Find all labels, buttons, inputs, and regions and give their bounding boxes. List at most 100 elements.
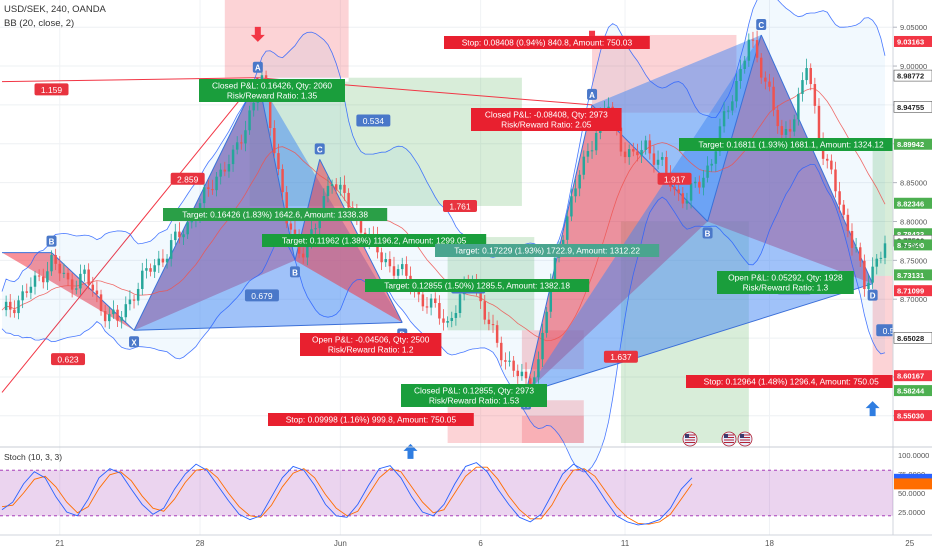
annotation-box (365, 279, 590, 292)
candle-body (124, 304, 128, 318)
candle-body (776, 109, 779, 127)
price-badge-bg (894, 285, 932, 297)
candle (710, 159, 713, 172)
candle-body (685, 200, 689, 204)
target-zone (348, 77, 522, 206)
candle (570, 188, 573, 222)
candle (854, 237, 858, 253)
candle (219, 163, 222, 185)
candle (339, 177, 342, 196)
candle (235, 136, 239, 155)
candle-body (54, 255, 57, 264)
candle-body (689, 183, 693, 201)
candle-body (235, 142, 239, 150)
candle-body (706, 165, 709, 178)
candle (648, 134, 652, 160)
candle (842, 200, 845, 220)
candle-body (347, 192, 350, 208)
candle-body (112, 309, 115, 315)
bb-basis-line (1, 88, 886, 342)
candle (334, 178, 338, 195)
candle-body (330, 184, 334, 186)
point-badge (289, 266, 300, 278)
candle-body (875, 258, 878, 267)
candle-body (549, 279, 553, 312)
candle-body (867, 282, 870, 289)
candle (46, 261, 49, 291)
pattern-point-a: A (587, 88, 598, 100)
candle-body (153, 265, 156, 272)
candle-body (207, 187, 210, 190)
candle (37, 269, 41, 282)
annotation-text: Stop: 0.09998 (1.16%) 999.8, Amount: 750… (286, 415, 457, 425)
candle (792, 114, 796, 137)
candle-body (520, 371, 524, 377)
price-badge: 8.78423 (894, 228, 932, 240)
point-letter: B (49, 238, 55, 247)
stoch-d-line (1, 466, 693, 525)
candle (483, 294, 486, 325)
candle (541, 323, 544, 368)
candle (438, 295, 441, 325)
price-badge-bg (894, 35, 932, 47)
candle-body (743, 60, 746, 70)
candle (149, 263, 152, 277)
price-badge: 8.58244 (894, 385, 932, 397)
pattern-leg (1, 77, 259, 393)
price-badge-label: 8.58244 (897, 387, 925, 396)
candle (652, 145, 656, 173)
annotation-text: Target: 0.16426 (1.83%) 1642.6, Amount: … (182, 210, 368, 220)
candle (784, 121, 788, 142)
ratio-box (170, 172, 205, 185)
candle (797, 87, 800, 126)
symbol-title: USD/SEK, 240, OANDA (4, 4, 106, 15)
candle-body (632, 149, 635, 152)
candle-body (656, 159, 660, 165)
point-letter: A (589, 91, 595, 100)
annotation-text: Risk/Reward Ratio: 1.3 (743, 283, 829, 293)
candle-body (141, 270, 144, 289)
sell-arrow-icon (250, 26, 265, 42)
candle-body (512, 360, 515, 371)
candle (248, 105, 251, 135)
point-letter: D (870, 292, 876, 301)
candle (87, 263, 90, 290)
candle-body (293, 229, 297, 234)
candle (516, 364, 520, 384)
candle (809, 63, 812, 91)
price-tick-label: 8.85000 (900, 179, 927, 188)
candle (681, 186, 685, 209)
candle-body (859, 247, 862, 261)
candle-body (285, 192, 288, 224)
us-flag-icon (682, 431, 698, 447)
trade-stop-box: Stop: 0.08408 (0.94%) 840.8, Amount: 750… (444, 36, 650, 49)
price-badge-label: 8.76990 (897, 241, 924, 250)
candle (178, 222, 181, 244)
point-badge (587, 88, 598, 100)
candle (136, 282, 140, 306)
candle (743, 56, 746, 74)
candle (512, 355, 515, 377)
time-axis: 2128Jun6111825Jul91623 (0, 534, 932, 548)
annotation-text: Open P&L: 0.05292, Qty: 1928 (728, 273, 843, 283)
candle (50, 250, 53, 276)
candle-body (438, 303, 441, 319)
candle-body (883, 243, 887, 258)
candle-body (702, 177, 705, 188)
candle-body (268, 94, 272, 129)
candle (79, 264, 82, 295)
annotation-box (199, 79, 345, 102)
candle (586, 143, 590, 163)
candle-body (846, 214, 850, 231)
candle (124, 296, 128, 322)
pattern-triangle (592, 34, 762, 222)
annotation-box (679, 138, 904, 151)
point-letter: B (292, 268, 298, 277)
candle (207, 179, 210, 197)
trade-target-box: Target: 0.11962 (1.38%) 1196.2, Amount: … (262, 234, 487, 247)
candle-body (87, 269, 90, 285)
candle (491, 314, 495, 333)
candle-body (504, 360, 507, 362)
trade-stop-box: Stop: 0.09998 (1.16%) 999.8, Amount: 750… (268, 413, 474, 426)
candle (623, 142, 627, 164)
